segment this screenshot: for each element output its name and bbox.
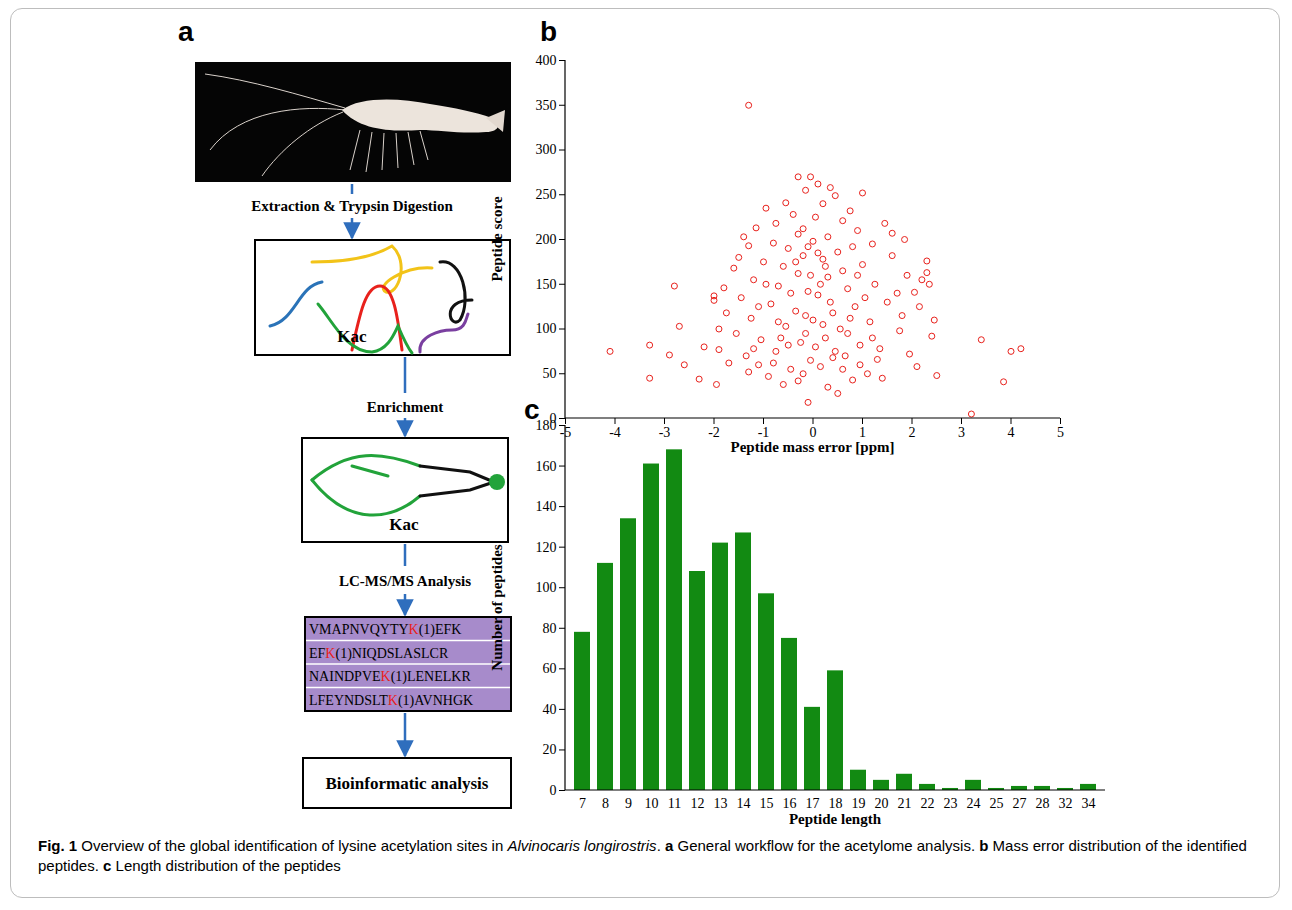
svg-text:4: 4 (1008, 425, 1015, 440)
svg-text:-1: -1 (757, 425, 770, 441)
svg-text:250: 250 (536, 187, 557, 202)
svg-text:12: 12 (691, 796, 705, 811)
svg-text:27: 27 (1013, 796, 1027, 811)
svg-text:Kac: Kac (389, 515, 419, 534)
svg-text:300: 300 (536, 142, 557, 157)
svg-text:350: 350 (536, 98, 557, 113)
svg-text:50: 50 (543, 366, 557, 381)
svg-text:Extraction & Trypsin Digestion: Extraction & Trypsin Digestion (251, 198, 453, 214)
svg-text:VMAPNVQYTYK(1)EFK: VMAPNVQYTYK(1)EFK (309, 622, 461, 638)
svg-text:0: 0 (550, 783, 557, 798)
svg-text:10: 10 (645, 796, 659, 811)
svg-text:34: 34 (1082, 796, 1096, 811)
svg-text:200: 200 (536, 232, 557, 247)
svg-text:25: 25 (990, 796, 1004, 811)
svg-text:Peptide mass error [ppm]: Peptide mass error [ppm] (730, 439, 894, 455)
svg-text:22: 22 (921, 796, 935, 811)
svg-text:28: 28 (1036, 796, 1050, 811)
svg-text:17: 17 (806, 796, 820, 811)
svg-text:32: 32 (1059, 796, 1073, 811)
svg-text:21: 21 (898, 796, 912, 811)
svg-text:2: 2 (909, 425, 916, 440)
svg-text:Number of peptides: Number of peptides (489, 544, 505, 671)
svg-text:140: 140 (536, 499, 557, 514)
svg-text:5: 5 (1057, 425, 1064, 440)
svg-text:150: 150 (536, 277, 557, 292)
svg-text:-4: -4 (609, 425, 621, 440)
svg-text:16: 16 (783, 796, 797, 811)
svg-text:Bioinformatic analysis: Bioinformatic analysis (326, 774, 489, 793)
svg-text:NAINDPVEK(1)LENELKR: NAINDPVEK(1)LENELKR (309, 669, 471, 685)
svg-text:3: 3 (958, 425, 965, 440)
svg-text:14: 14 (737, 796, 751, 811)
svg-text:-5: -5 (559, 425, 572, 441)
svg-text:7: 7 (579, 796, 586, 811)
svg-text:100: 100 (536, 580, 557, 595)
svg-text:18: 18 (829, 796, 843, 811)
svg-text:-2: -2 (708, 425, 720, 440)
svg-text:100: 100 (536, 321, 557, 336)
html-text:Fig. 1 Overview of the global: Fig. 1 Overview of the global identifica… (38, 837, 1247, 874)
svg-text:80: 80 (543, 621, 557, 636)
svg-text:LFEYNDSLTK(1)AVNHGK: LFEYNDSLTK(1)AVNHGK (309, 693, 473, 709)
svg-text:24: 24 (967, 796, 981, 811)
svg-text:15: 15 (760, 796, 774, 811)
svg-text:160: 160 (536, 459, 557, 474)
svg-text:Peptide score: Peptide score (489, 196, 505, 281)
svg-text:1: 1 (859, 425, 866, 441)
svg-text:13: 13 (714, 796, 728, 811)
svg-text:0: 0 (809, 425, 817, 441)
svg-text:40: 40 (543, 702, 557, 717)
svg-text:20: 20 (543, 742, 557, 757)
svg-text:60: 60 (543, 661, 557, 676)
svg-text:23: 23 (944, 796, 958, 811)
svg-text:8: 8 (602, 796, 609, 811)
svg-text:Enrichment: Enrichment (367, 399, 444, 415)
svg-text:-3: -3 (659, 425, 671, 440)
html-text:b: b (540, 16, 558, 47)
svg-text:EFK(1)NIQDSLASLCR: EFK(1)NIQDSLASLCR (309, 646, 449, 662)
svg-text:11: 11 (668, 796, 681, 811)
svg-text:20: 20 (875, 796, 889, 811)
svg-text:120: 120 (536, 540, 557, 555)
svg-text:LC-MS/MS Analysis: LC-MS/MS Analysis (339, 573, 471, 589)
svg-text:400: 400 (536, 53, 557, 68)
html-text:a: a (178, 16, 194, 47)
svg-text:Peptide length: Peptide length (789, 811, 882, 827)
html-text:c: c (524, 394, 540, 425)
svg-text:Kac: Kac (337, 327, 367, 346)
svg-text:19: 19 (852, 796, 866, 811)
svg-text:180: 180 (535, 418, 557, 433)
svg-text:9: 9 (625, 796, 632, 811)
